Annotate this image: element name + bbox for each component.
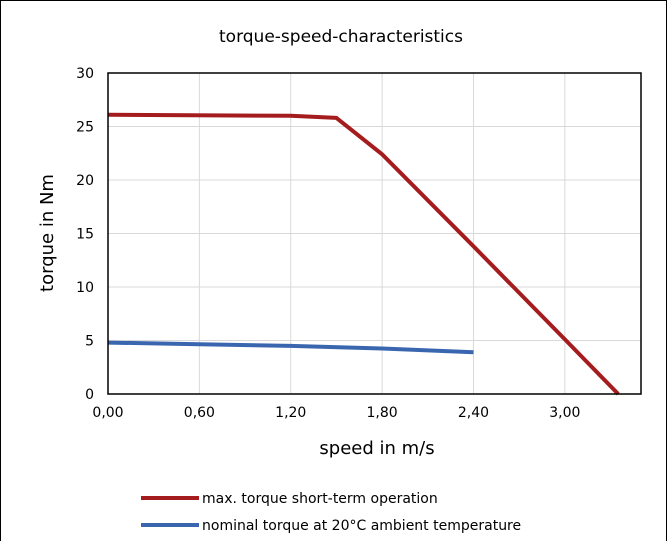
- x-tick-label: 0,60: [184, 405, 215, 421]
- y-tick-label: 25: [76, 120, 94, 136]
- y-tick-label: 0: [85, 387, 94, 403]
- y-tick-label: 30: [76, 66, 94, 82]
- y-tick-label: 15: [76, 227, 94, 243]
- x-tick-label: 3,00: [549, 405, 580, 421]
- series-line-2: [107, 340, 474, 355]
- legend-label-1: max. torque short-term operation: [202, 491, 438, 507]
- series-layer: [107, 112, 620, 396]
- legend-label-2: nominal torque at 20°C ambient temperatu…: [202, 518, 521, 534]
- x-axis-label: speed in m/s: [319, 438, 434, 459]
- y-tick-label: 20: [76, 173, 94, 189]
- x-tick-label: 1,80: [367, 405, 398, 421]
- x-tick-label: 0,00: [92, 405, 123, 421]
- plot-area-border: [107, 72, 642, 395]
- y-axis-label: torque in Nm: [37, 174, 58, 292]
- x-tick-label: 2,40: [458, 405, 489, 421]
- chart-title: torque-speed-characteristics: [219, 27, 463, 47]
- x-tick-label: 1,20: [275, 405, 306, 421]
- tick-labels: 0 5 10 15 20 25 30 0,00 0,60 1,20 1,80 2,40 3,00: [76, 66, 580, 421]
- y-tick-label: 10: [76, 280, 94, 296]
- legend: max. torque short-term operation nominal …: [141, 491, 521, 534]
- series-line-1: [107, 112, 620, 396]
- y-tick-label: 5: [85, 334, 94, 350]
